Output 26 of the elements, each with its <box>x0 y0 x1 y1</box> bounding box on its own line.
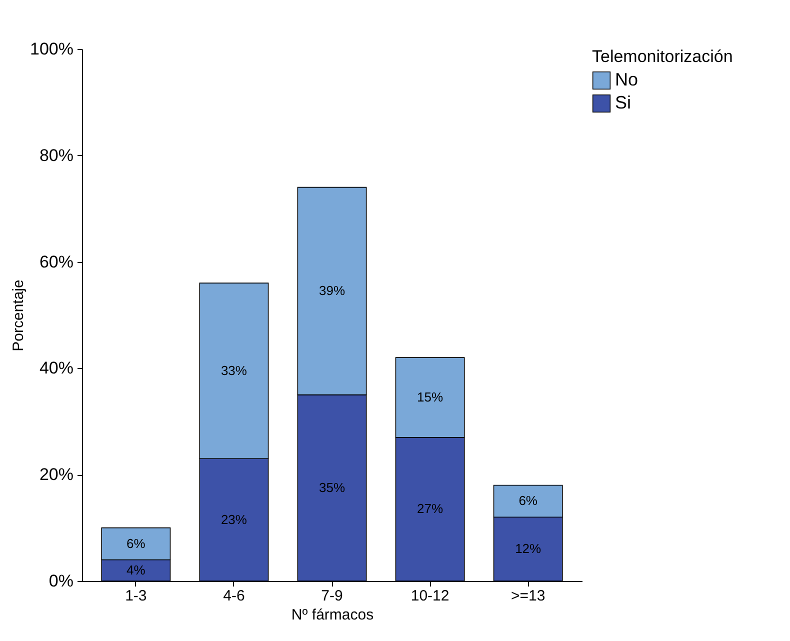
data-label: 15% <box>417 389 444 404</box>
data-label: 6% <box>518 493 538 508</box>
y-tick-label: 100% <box>30 40 74 58</box>
x-axis-title: Nº fármacos <box>291 606 374 624</box>
legend-label: No <box>615 70 638 90</box>
data-label: 39% <box>318 283 346 298</box>
y-axis-title: Porcentaje <box>10 280 28 352</box>
y-tick-label: 60% <box>39 252 74 272</box>
data-label: 35% <box>318 480 346 495</box>
x-tick-label: >=13 <box>510 588 546 604</box>
x-tick-label: 7-9 <box>321 588 343 604</box>
x-tick-label: 1-3 <box>125 588 147 604</box>
x-tick-label: 10-12 <box>410 588 450 604</box>
y-tick-label: 0% <box>48 572 74 590</box>
legend-title: Telemonitorización <box>592 47 733 66</box>
y-tick-label: 40% <box>39 358 74 378</box>
data-label: 4% <box>126 562 146 578</box>
y-tick-label: 20% <box>39 465 74 484</box>
data-label: 23% <box>220 512 248 527</box>
data-label: 6% <box>126 536 146 551</box>
data-label: 33% <box>220 362 248 378</box>
legend-label: Si <box>615 92 632 112</box>
x-tick-label: 4-6 <box>223 588 245 604</box>
data-label: 27% <box>417 501 444 516</box>
data-label: 12% <box>515 541 542 556</box>
y-tick-label: 80% <box>39 146 74 165</box>
